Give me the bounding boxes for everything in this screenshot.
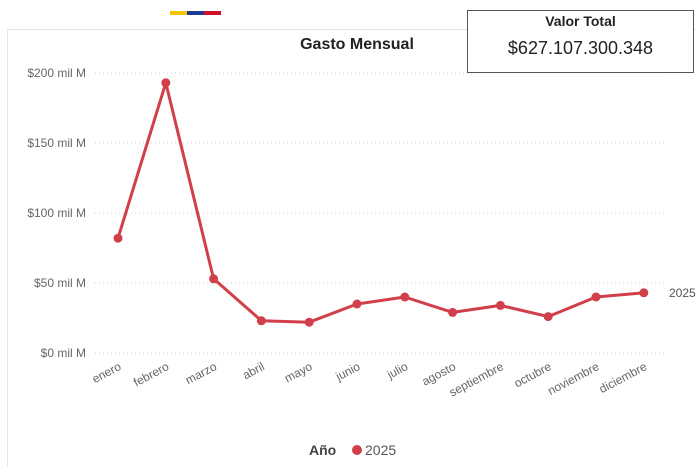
x-tick-label: julio	[384, 359, 411, 382]
x-tick-label: septiembre	[447, 359, 506, 399]
data-point[interactable]	[161, 78, 171, 88]
series-end-label: 2025	[669, 286, 696, 300]
data-point[interactable]	[352, 299, 362, 309]
flag-stripe-yellow	[170, 11, 187, 15]
data-point[interactable]	[209, 274, 219, 284]
x-tick-label: febrero	[131, 359, 171, 389]
x-tick-label: abril	[240, 359, 267, 382]
series-line	[116, 81, 644, 324]
data-point[interactable]	[256, 316, 266, 326]
data-point[interactable]	[495, 300, 505, 310]
chart-title: Gasto Mensual	[300, 36, 414, 53]
data-point[interactable]	[400, 292, 410, 302]
legend[interactable]: Año 2025	[309, 442, 396, 458]
data-point[interactable]	[591, 292, 601, 302]
x-tick-label: junio	[333, 359, 363, 384]
flag-stripe-red	[204, 11, 221, 15]
x-tick-label: enero	[90, 359, 124, 386]
y-tick-label: $150 mil M	[27, 136, 86, 150]
kpi-title: Valor Total	[545, 13, 616, 29]
data-point[interactable]	[543, 312, 553, 322]
legend-series-label: 2025	[365, 442, 396, 458]
kpi-value: $627.107.300.348	[507, 38, 654, 58]
flag-decoration	[170, 11, 221, 15]
data-point[interactable]	[448, 307, 458, 317]
x-tick-label: noviembre	[545, 359, 601, 398]
y-tick-label: $100 mil M	[27, 206, 86, 220]
chart-card	[7, 29, 696, 467]
kpi-card[interactable]: Valor Total $627.107.300.348	[467, 10, 694, 73]
data-point[interactable]	[304, 317, 314, 327]
y-tick-label: $0 mil M	[41, 346, 86, 360]
legend-marker	[352, 445, 362, 455]
data-point[interactable]	[639, 288, 649, 298]
legend-title: Año	[309, 442, 336, 458]
x-tick-label: diciembre	[597, 359, 650, 396]
x-tick-label: marzo	[183, 359, 219, 387]
data-point[interactable]	[113, 233, 123, 243]
y-tick-label: $200 mil M	[27, 66, 86, 80]
flag-stripe-blue	[187, 11, 204, 15]
y-tick-label: $50 mil M	[34, 276, 86, 290]
x-tick-label: mayo	[282, 359, 315, 385]
